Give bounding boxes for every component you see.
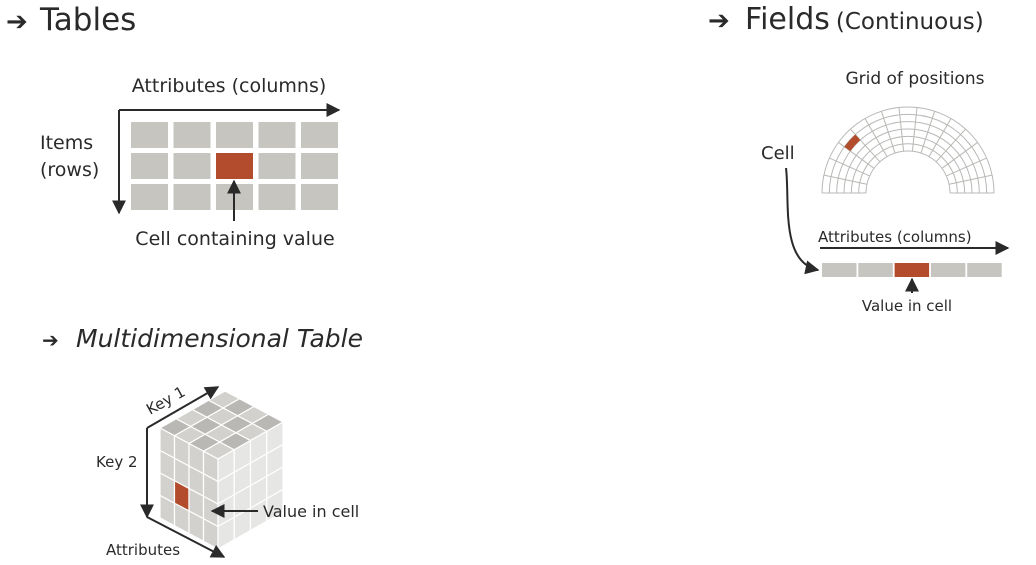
table-cell bbox=[301, 184, 338, 210]
polar-grid-spoke bbox=[920, 111, 936, 154]
data-cube bbox=[158, 390, 285, 551]
multidim-value-label: Value in cell bbox=[263, 502, 359, 521]
field-attribute-row bbox=[822, 263, 1002, 277]
polar-grid-arc bbox=[843, 128, 973, 194]
table-cell bbox=[301, 122, 338, 148]
fields-value-label: Value in cell bbox=[862, 297, 952, 315]
fields-cell-label: Cell bbox=[761, 143, 795, 164]
tables-items-label-rows: (rows) bbox=[40, 159, 99, 181]
polar-grid-spoke bbox=[864, 118, 888, 157]
table-cell bbox=[131, 153, 168, 179]
polar-grid bbox=[821, 106, 995, 194]
table-cell bbox=[258, 184, 296, 210]
polar-grid-arc bbox=[836, 121, 980, 194]
polar-grid-arc bbox=[821, 106, 995, 194]
multidim-key2-label: Key 2 bbox=[96, 453, 138, 471]
field-row-cell-highlighted bbox=[894, 263, 930, 277]
polar-grid-arc bbox=[850, 135, 966, 194]
table-cell bbox=[173, 122, 211, 148]
table-cell bbox=[258, 153, 296, 179]
polar-grid-spoke bbox=[911, 107, 918, 152]
polar-grid-spoke bbox=[946, 157, 987, 177]
cube-side-cell bbox=[266, 488, 284, 523]
tables-section: ➔ Tables Attributes (columns) Items (row… bbox=[6, 2, 341, 250]
multidim-heading-arrow: ➔ bbox=[42, 328, 59, 352]
polar-grid-spoke bbox=[935, 128, 966, 163]
multidim-key1-axis-arrow bbox=[146, 386, 220, 429]
polar-grid-arc bbox=[858, 143, 958, 194]
multidim-attributes-label: Attributes bbox=[106, 541, 180, 559]
polar-grid-arc bbox=[865, 150, 951, 194]
fields-heading-sub: (Continuous) bbox=[836, 9, 984, 35]
table-cell bbox=[301, 153, 338, 179]
table-cell bbox=[131, 122, 168, 148]
polar-grid-spoke bbox=[898, 107, 905, 152]
multidim-heading: Multidimensional Table bbox=[76, 324, 363, 353]
field-row-cell bbox=[822, 263, 857, 277]
table-cell bbox=[173, 153, 211, 179]
field-row-cell bbox=[930, 263, 966, 277]
polar-grid-cell-highlighted bbox=[844, 134, 861, 152]
polar-grid-spoke bbox=[823, 174, 868, 185]
polar-grid-spoke bbox=[941, 142, 978, 169]
polar-grid-spoke bbox=[829, 157, 870, 177]
tables-cell-label: Cell containing value bbox=[135, 228, 334, 250]
table-grid bbox=[131, 122, 338, 210]
table-cell bbox=[131, 184, 168, 210]
polar-grid-arc bbox=[828, 113, 988, 194]
fields-heading-arrow: ➔ bbox=[708, 6, 730, 36]
table-cell bbox=[173, 184, 211, 210]
polar-grid-spoke bbox=[928, 118, 952, 157]
multidim-attributes-axis-arrow bbox=[146, 516, 226, 558]
fields-grid-label: Grid of positions bbox=[845, 69, 984, 89]
multidim-section: ➔ Multidimensional Table Key 1 Key 2 Att… bbox=[42, 324, 363, 559]
tables-heading-arrow: ➔ bbox=[6, 7, 28, 37]
fields-cell-curved-arrow bbox=[785, 167, 820, 275]
table-cell-highlighted bbox=[216, 153, 253, 179]
tables-items-label: Items bbox=[40, 132, 93, 154]
field-row-cell bbox=[858, 263, 893, 277]
fields-heading: Fields (Continuous) bbox=[745, 2, 984, 37]
fields-attributes-label: Attributes (columns) bbox=[818, 228, 972, 246]
fields-section: ➔ Fields (Continuous) Grid of positions C… bbox=[708, 2, 1010, 315]
table-cell bbox=[216, 122, 253, 148]
polar-grid-spoke bbox=[948, 174, 993, 185]
tables-attributes-label: Attributes (columns) bbox=[132, 75, 327, 97]
multidim-key1-label: Key 1 bbox=[143, 383, 188, 419]
tables-heading: Tables bbox=[39, 2, 136, 38]
table-cell bbox=[258, 122, 296, 148]
polar-grid-spoke bbox=[880, 111, 896, 154]
field-row-cell bbox=[967, 263, 1002, 277]
